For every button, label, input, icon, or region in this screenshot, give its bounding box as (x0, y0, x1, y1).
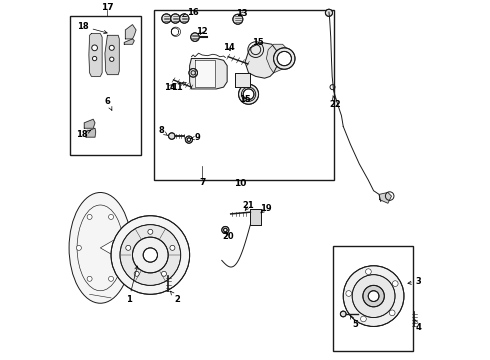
Circle shape (134, 271, 139, 276)
Polygon shape (245, 42, 279, 78)
Circle shape (352, 275, 395, 318)
Bar (154, 10, 334, 180)
Text: 19: 19 (260, 204, 271, 213)
Circle shape (277, 51, 292, 66)
Polygon shape (86, 128, 96, 137)
Circle shape (191, 33, 199, 41)
Circle shape (148, 229, 153, 234)
Bar (235, 73, 249, 87)
Text: 3: 3 (408, 277, 421, 286)
Circle shape (325, 9, 333, 17)
Circle shape (111, 216, 190, 294)
Text: 15: 15 (239, 95, 251, 104)
Circle shape (143, 248, 157, 262)
Bar (250, 208, 261, 225)
Text: 8: 8 (158, 126, 168, 136)
Polygon shape (190, 59, 227, 89)
Circle shape (392, 281, 398, 287)
Circle shape (390, 310, 395, 316)
Wedge shape (100, 234, 129, 262)
Text: 17: 17 (101, 3, 114, 12)
Circle shape (346, 291, 352, 296)
Text: 6: 6 (104, 97, 112, 110)
Text: 16: 16 (183, 8, 199, 17)
Text: 1: 1 (126, 266, 138, 304)
Circle shape (170, 246, 175, 250)
Polygon shape (267, 44, 290, 73)
Circle shape (233, 14, 243, 24)
Circle shape (87, 215, 92, 220)
Polygon shape (125, 24, 136, 39)
Text: 2: 2 (171, 291, 180, 304)
Circle shape (343, 266, 404, 327)
Circle shape (239, 84, 259, 104)
Circle shape (368, 291, 379, 301)
Text: 14: 14 (164, 83, 176, 92)
Bar (333, 246, 413, 351)
Circle shape (366, 269, 371, 274)
Circle shape (341, 311, 346, 317)
Text: 9: 9 (191, 133, 201, 142)
Circle shape (132, 237, 168, 273)
Circle shape (93, 57, 97, 61)
Text: 11: 11 (171, 82, 186, 92)
Text: 12: 12 (196, 27, 207, 36)
Polygon shape (84, 119, 95, 128)
Circle shape (92, 45, 98, 51)
Circle shape (162, 14, 171, 23)
Circle shape (87, 276, 92, 281)
Circle shape (185, 136, 193, 143)
Circle shape (162, 271, 167, 276)
Circle shape (76, 246, 81, 250)
Circle shape (361, 316, 367, 322)
Circle shape (120, 225, 181, 285)
Circle shape (171, 14, 180, 23)
Text: 21: 21 (243, 201, 254, 210)
Text: 18: 18 (76, 130, 91, 139)
Circle shape (126, 246, 131, 250)
Text: 4: 4 (415, 320, 421, 332)
Circle shape (109, 215, 114, 220)
Polygon shape (105, 35, 119, 75)
Circle shape (109, 45, 114, 50)
Text: 5: 5 (350, 316, 358, 329)
Circle shape (363, 285, 384, 307)
Bar (235, 73, 249, 87)
Polygon shape (124, 39, 134, 44)
Circle shape (222, 226, 229, 234)
Text: 7: 7 (199, 178, 205, 187)
Text: 18: 18 (77, 22, 107, 34)
Circle shape (169, 133, 175, 139)
Circle shape (243, 89, 254, 100)
Ellipse shape (69, 193, 132, 303)
Circle shape (273, 48, 295, 69)
Polygon shape (380, 193, 392, 203)
Text: 13: 13 (236, 9, 247, 18)
Circle shape (187, 138, 191, 141)
Bar (70, 16, 142, 155)
Polygon shape (195, 60, 215, 87)
Circle shape (109, 276, 114, 281)
Text: 14: 14 (223, 43, 235, 52)
Text: 20: 20 (223, 232, 234, 241)
Text: 22: 22 (329, 96, 341, 109)
Polygon shape (89, 33, 102, 76)
Circle shape (223, 228, 227, 232)
Bar (250, 208, 261, 225)
Circle shape (180, 14, 189, 23)
Circle shape (110, 57, 114, 62)
Text: 15: 15 (252, 38, 264, 47)
Circle shape (189, 68, 197, 77)
Text: 10: 10 (234, 179, 246, 188)
